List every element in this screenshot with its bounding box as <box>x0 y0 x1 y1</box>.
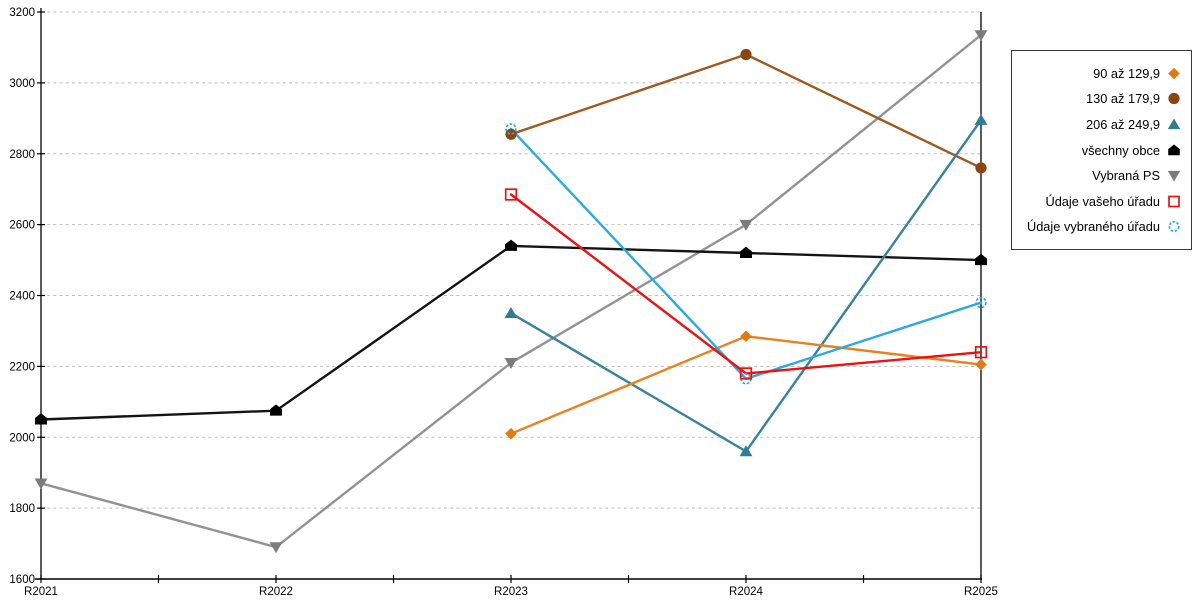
circle-legend-icon <box>1168 93 1180 105</box>
legend-item-6: Údaje vybraného úřadu <box>1018 219 1182 234</box>
marker-s4-R2024 <box>739 219 753 231</box>
marker-s1-R2025 <box>975 162 987 174</box>
marker-s3-R2024 <box>740 246 752 258</box>
glyph <box>1168 195 1180 208</box>
glyph <box>1167 118 1181 129</box>
marker-s5-R2023 <box>504 188 518 201</box>
marker-s3-R2022 <box>270 404 282 416</box>
marker-s4-R2025 <box>974 30 988 42</box>
legend-label-0: 90 až 129,9 <box>1093 65 1160 81</box>
triangle-up-legend-icon <box>1167 118 1181 129</box>
x-tick-label-R2024: R2024 <box>729 586 763 598</box>
marker-s0-R2023 <box>505 427 517 440</box>
marker-s0-R2025 <box>975 358 987 371</box>
marker-s1-R2024 <box>740 48 752 61</box>
marker-s4-R2021 <box>34 478 48 490</box>
y-tick-label-2800: 2800 <box>9 149 35 161</box>
y-tick-label-2600: 2600 <box>9 220 35 232</box>
house-legend-icon <box>1168 144 1180 155</box>
x-tick-label-R2021: R2021 <box>24 586 58 598</box>
legend-item-0: 90 až 129,9 <box>1018 66 1182 81</box>
legend-label-1: 130 až 179,9 <box>1085 91 1160 107</box>
marker-s4-R2023 <box>504 358 518 370</box>
series-line-3 <box>39 244 983 421</box>
y-tick-label-1800: 1800 <box>9 503 35 515</box>
legend-item-5: Údaje vašeho úřadu <box>1018 194 1182 209</box>
glyph <box>1168 93 1180 105</box>
y-tick-label-3200: 3200 <box>9 7 35 19</box>
legend-item-2: 206 až 249,9 <box>1018 117 1182 132</box>
series-line-1 <box>509 53 983 170</box>
legend: 90 až 129,9 130 až 179,9 206 až 249,9 všech… <box>1011 50 1192 250</box>
marker-s6-R2025 <box>975 296 987 309</box>
legend-label-6: Údaje vybraného úřadu <box>1026 219 1160 235</box>
y-tick-label-3000: 3000 <box>9 78 35 90</box>
marker-s5-R2024 <box>739 367 753 380</box>
legend-item-3: všechny obce <box>1018 143 1182 158</box>
marker-s3-R2023 <box>505 239 517 251</box>
triangle-down-legend-icon <box>1167 171 1181 182</box>
marker-s5-R2025 <box>974 346 988 359</box>
marker-s2-R2024 <box>739 445 753 457</box>
y-tick-label-1600: 1600 <box>9 574 35 586</box>
marker-s3-R2021 <box>35 413 47 425</box>
glyph <box>1167 171 1181 182</box>
marker-s1-R2023 <box>505 128 517 140</box>
series-line-0 <box>509 335 983 435</box>
glyph <box>1168 67 1180 79</box>
square-open-legend-icon <box>1168 195 1180 208</box>
y-tick-label-2400: 2400 <box>9 291 35 303</box>
y-tick-label-2000: 2000 <box>9 432 35 444</box>
marker-s2-R2025 <box>974 113 988 125</box>
x-tick-label-R2025: R2025 <box>964 586 998 598</box>
legend-label-4: Vybraná PS <box>1092 168 1160 184</box>
diamond-legend-icon <box>1168 67 1180 79</box>
series-line-4 <box>39 33 983 549</box>
legend-label-2: 206 až 249,9 <box>1085 116 1160 132</box>
marker-s2-R2023 <box>504 307 518 319</box>
legend-label-5: Údaje vašeho úřadu <box>1045 193 1160 209</box>
glyph <box>1168 221 1180 233</box>
x-tick-label-R2023: R2023 <box>494 586 528 598</box>
x-tick-label-R2022: R2022 <box>259 586 293 598</box>
legend-label-3: všechny obce <box>1081 142 1160 158</box>
legend-item-1: 130 až 179,9 <box>1018 91 1182 106</box>
y-tick-label-2200: 2200 <box>9 361 35 373</box>
legend-item-4: Vybraná PS <box>1018 168 1182 183</box>
marker-s3-R2025 <box>975 253 987 266</box>
marker-s4-R2022 <box>269 542 283 554</box>
marker-s6-R2023 <box>505 123 517 135</box>
glyph <box>1168 144 1180 155</box>
circle-open-legend-icon <box>1168 221 1180 233</box>
series-line-2 <box>509 118 983 453</box>
marker-s0-R2024 <box>740 330 752 343</box>
